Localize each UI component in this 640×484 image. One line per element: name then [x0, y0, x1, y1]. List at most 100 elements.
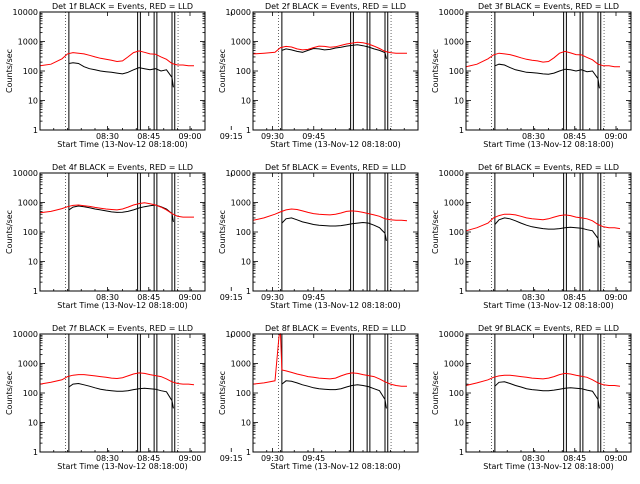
- panel-title: Det 6f BLACK = Events, RED = LLD: [478, 163, 619, 172]
- y-tick-label: 1: [246, 287, 251, 296]
- y-tick-label: 1000: [231, 38, 251, 47]
- y-tick-label: 1: [459, 126, 464, 135]
- y-axis-label: Counts/sec: [431, 49, 440, 93]
- y-tick-label: 10000: [13, 169, 38, 178]
- x-tick-label: 09:00: [604, 454, 627, 463]
- y-axis-label: Counts/sec: [5, 371, 14, 415]
- y-tick-label: 1000: [444, 38, 464, 47]
- y-tick-label: 100: [23, 389, 38, 398]
- detector-panel-6: Det 6f BLACK = Events, RED = LLD 1 10 100 10…: [431, 163, 632, 310]
- plot-frame: [39, 333, 206, 453]
- panel-title: Det 3f BLACK = Events, RED = LLD: [478, 2, 619, 11]
- x-tick-label: 09:00: [178, 132, 201, 141]
- y-tick-label: 10: [28, 258, 38, 267]
- panel-title: Det 9f BLACK = Events, RED = LLD: [478, 324, 619, 333]
- x-axis-label: Start Time (13-Nov-12 08:18:00): [270, 301, 400, 310]
- y-tick-label: 1000: [231, 199, 251, 208]
- x-tick-label: 08:30: [522, 454, 545, 463]
- lld-series-line: [252, 332, 407, 387]
- y-tick-label: 10: [241, 419, 251, 428]
- events-series-line: [281, 217, 387, 241]
- x-axis-label: Start Time (13-Nov-12 08:18:00): [270, 462, 400, 471]
- x-tick-label: 08:30: [96, 454, 119, 463]
- y-tick-label: 1000: [444, 199, 464, 208]
- plot-frame: [252, 333, 419, 453]
- y-tick-label: 1: [33, 448, 38, 457]
- lld-series-line: [252, 41, 407, 55]
- x-tick-label: 09:30: [261, 293, 284, 302]
- panel-title: Det 8f BLACK = Events, RED = LLD: [265, 324, 406, 333]
- panel-title: Det 1f BLACK = Events, RED = LLD: [52, 2, 193, 11]
- y-tick-label: 1: [33, 287, 38, 296]
- y-axis-label: Counts/sec: [218, 210, 227, 254]
- y-tick-label: 10: [28, 97, 38, 106]
- events-series-line: [494, 381, 600, 409]
- plot-frame: [39, 11, 206, 131]
- y-tick-label: 10: [454, 97, 464, 106]
- x-tick-label: 09:45: [302, 132, 325, 141]
- panel-title: Det 4f BLACK = Events, RED = LLD: [52, 163, 193, 172]
- y-tick-label: 1: [33, 126, 38, 135]
- x-tick-label: 09:45: [302, 454, 325, 463]
- y-axis-label: Counts/sec: [5, 49, 14, 93]
- y-tick-label: 100: [449, 228, 464, 237]
- detector-panel-7: Det 7f BLACK = Events, RED = LLD11010010…: [5, 324, 325, 471]
- lld-series-line: [465, 372, 621, 387]
- events-series-line: [68, 204, 174, 222]
- y-tick-label: 10000: [226, 169, 251, 178]
- y-tick-label: 10: [28, 419, 38, 428]
- events-series-line: [68, 62, 174, 88]
- y-tick-label: 100: [23, 67, 38, 76]
- x-tick-label: 09:30: [261, 454, 284, 463]
- x-tick-label: 09:00: [604, 293, 627, 302]
- plot-frame: [252, 11, 419, 131]
- y-tick-label: 1: [246, 448, 251, 457]
- lld-series-line: [39, 202, 194, 218]
- y-tick-label: 1000: [18, 360, 38, 369]
- y-tick-label: 10000: [439, 169, 464, 178]
- x-tick-label: 09:00: [178, 293, 201, 302]
- y-tick-label: 100: [236, 67, 251, 76]
- x-axis-label: Start Time (13-Nov-12 08:18:00): [483, 140, 613, 149]
- x-tick-label: 08:30: [96, 293, 119, 302]
- x-axis-label: Start Time (13-Nov-12 08:18:00): [483, 462, 613, 471]
- y-tick-label: 1: [246, 126, 251, 135]
- lld-series-line: [39, 372, 195, 386]
- y-tick-label: 1: [459, 448, 464, 457]
- lld-series-line: [39, 50, 194, 67]
- x-axis-label: Start Time (13-Nov-12 08:18:00): [57, 140, 187, 149]
- y-tick-label: 100: [23, 228, 38, 237]
- x-tick-label: 08:45: [563, 454, 586, 463]
- detector-panel-1: Det 1f BLACK = Events, RED = LLD11010010…: [5, 2, 325, 149]
- y-tick-label: 10: [454, 419, 464, 428]
- x-axis-label: Start Time (13-Nov-12 08:18:00): [57, 301, 187, 310]
- events-series-line: [68, 382, 174, 409]
- y-tick-label: 1000: [231, 360, 251, 369]
- y-tick-label: 100: [236, 228, 251, 237]
- lld-series-line: [252, 208, 408, 222]
- x-axis-label: Start Time (13-Nov-12 08:18:00): [483, 301, 613, 310]
- y-axis-label: Counts/sec: [218, 49, 227, 93]
- y-tick-label: 1000: [18, 38, 38, 47]
- y-tick-label: 100: [449, 67, 464, 76]
- plot-frame: [465, 11, 632, 131]
- x-tick-label: 09:15: [220, 132, 243, 141]
- y-tick-label: 100: [449, 389, 464, 398]
- detector-panel-4: Det 4f BLACK = Events, RED = LLD11010010…: [5, 163, 325, 310]
- lld-series-line: [465, 213, 621, 232]
- detector-panel-9: Det 9f BLACK = Events, RED = LLD 1 10 100 10…: [431, 324, 632, 471]
- panel-title: Det 7f BLACK = Events, RED = LLD: [52, 324, 193, 333]
- y-tick-label: 10: [454, 258, 464, 267]
- y-axis-label: Counts/sec: [5, 210, 14, 254]
- y-tick-label: 1000: [444, 360, 464, 369]
- x-tick-label: 09:15: [220, 293, 243, 302]
- panel-title: Det 2f BLACK = Events, RED = LLD: [265, 2, 406, 11]
- x-tick-label: 08:30: [96, 132, 119, 141]
- x-tick-label: 08:45: [137, 454, 160, 463]
- x-tick-label: 08:30: [522, 132, 545, 141]
- x-tick-label: 08:45: [563, 132, 586, 141]
- y-tick-label: 100: [236, 389, 251, 398]
- y-tick-label: 10: [241, 258, 251, 267]
- plot-frame: [465, 333, 632, 453]
